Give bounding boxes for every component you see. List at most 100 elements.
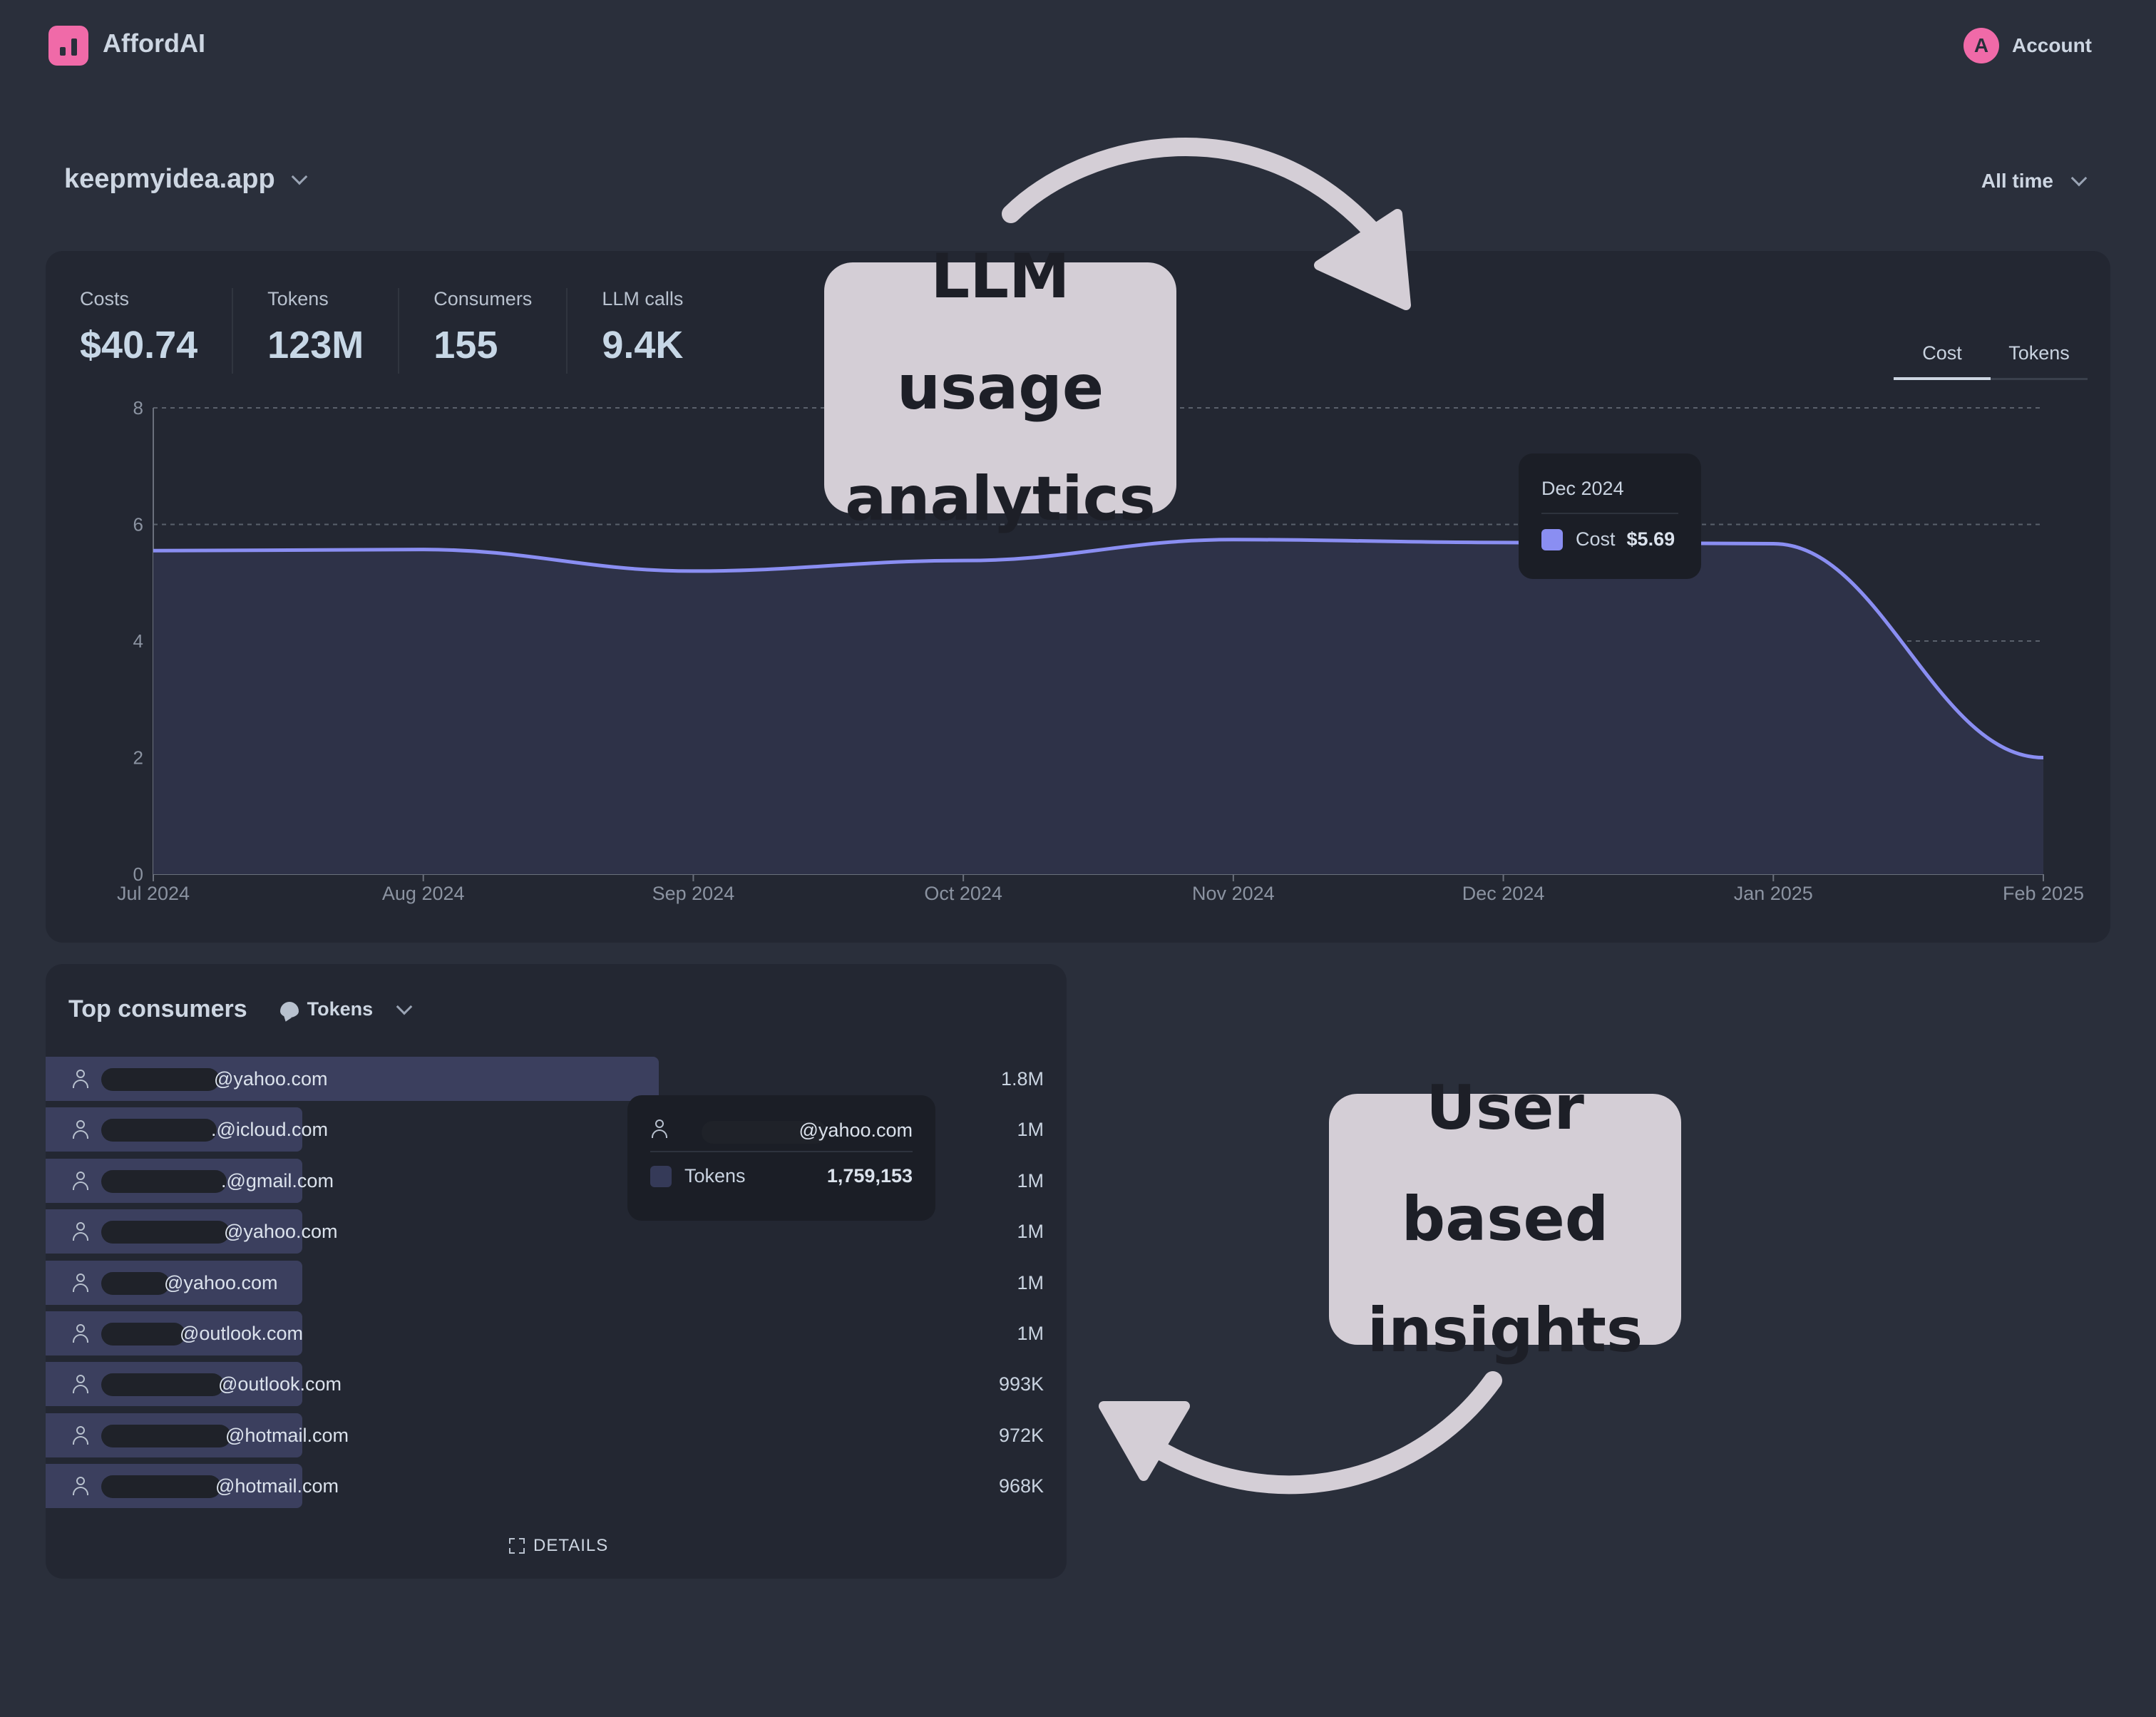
user-icon <box>71 1477 90 1497</box>
tooltip-series: Tokens <box>684 1165 746 1186</box>
redacted-name <box>101 1424 231 1447</box>
y-tick-label: 2 <box>133 747 143 769</box>
table-row[interactable]: @yahoo.com 1M <box>46 1209 1067 1254</box>
redacted-name <box>101 1068 220 1091</box>
stat-tokens: Tokens 123M <box>267 288 400 374</box>
redacted-name <box>101 1271 170 1295</box>
table-row[interactable]: @outlook.com 1M <box>46 1311 1067 1355</box>
details-button[interactable]: DETAILS <box>509 1536 608 1556</box>
table-row[interactable]: .@gmail.com 1M <box>46 1158 1067 1203</box>
top-bar: AffordAI A Account <box>0 0 2156 93</box>
consumer-value: 972K <box>998 1424 1044 1446</box>
user-icon <box>71 1425 90 1446</box>
metric-selector[interactable]: Tokens <box>279 998 413 1020</box>
tooltip-swatch <box>650 1165 672 1187</box>
x-tick-label: Sep 2024 <box>652 883 735 904</box>
callout-analytics: LLM usage analytics <box>824 241 1176 535</box>
stat-llm-calls: LLM calls 9.4K <box>602 288 717 374</box>
stat-costs: Costs $40.74 <box>80 288 234 374</box>
series-area <box>153 539 2043 874</box>
series-line <box>153 538 2044 759</box>
consumer-tooltip: @yahoo.com Tokens 1,759,153 <box>627 1095 935 1221</box>
stat-label: LLM calls <box>602 288 684 309</box>
tooltip-value: $5.69 <box>1626 528 1675 550</box>
stat-label: Costs <box>80 288 130 309</box>
consumer-value: 968K <box>998 1475 1044 1497</box>
consumer-email: @yahoo.com <box>214 1068 328 1090</box>
tooltip-email: @yahoo.com <box>799 1119 913 1141</box>
table-row[interactable]: @hotmail.com 968K <box>46 1464 1067 1509</box>
arrow-head-bottom <box>1099 1401 1190 1481</box>
consumer-value: 1M <box>1017 1271 1044 1293</box>
user-icon <box>71 1120 90 1140</box>
arrow-curve-bottom <box>1146 1371 1502 1495</box>
top-consumers-card: Top consumers Tokens @yahoo.com 1.8M .@icl… <box>46 964 1067 1579</box>
x-tick-label: Jul 2024 <box>117 883 190 904</box>
consumer-value: 1M <box>1017 1119 1044 1141</box>
consumer-value: 1M <box>1017 1322 1044 1344</box>
details-label[interactable]: DETAILS <box>533 1536 609 1555</box>
x-tick-label: Aug 2024 <box>382 883 465 904</box>
consumer-value: 1M <box>1017 1221 1044 1243</box>
redacted-name <box>101 1322 185 1346</box>
table-row[interactable]: @yahoo.com 1M <box>46 1260 1067 1305</box>
tab-tokens[interactable]: Tokens <box>2008 342 2070 364</box>
stat-consumers: Consumers 155 <box>433 288 568 374</box>
table-row[interactable]: .@icloud.com 1M <box>46 1107 1067 1152</box>
callout-insights: User based insights <box>1329 1072 1681 1366</box>
callout-line: User based <box>1401 1072 1609 1255</box>
consumer-bar <box>46 1260 302 1305</box>
avatar[interactable]: A <box>1963 28 1999 63</box>
callout-line: insights <box>1367 1295 1643 1366</box>
user-icon <box>71 1273 90 1293</box>
redacted-name <box>101 1475 221 1499</box>
stat-value: 9.4K <box>602 324 684 367</box>
tab-cost[interactable]: Cost <box>1894 342 1991 380</box>
time-range-label[interactable]: All time <box>1981 170 2053 192</box>
consumer-email: @outlook.com <box>180 1322 303 1344</box>
user-icon <box>71 1171 90 1191</box>
redacted-name <box>101 1119 217 1142</box>
account-menu[interactable]: A Account <box>1963 27 2092 64</box>
callout-line: LLM usage <box>896 241 1104 424</box>
chart-tabs: Cost Tokens <box>1894 342 2088 380</box>
user-icon <box>71 1323 90 1344</box>
redacted-name <box>101 1169 227 1193</box>
consumer-email: @yahoo.com <box>164 1271 278 1293</box>
project-name[interactable]: keepmyidea.app <box>64 164 275 194</box>
table-row[interactable]: @hotmail.com 972K <box>46 1413 1067 1457</box>
stat-label: Consumers <box>433 288 533 309</box>
table-row[interactable]: @outlook.com 993K <box>46 1362 1067 1407</box>
cost-chart[interactable]: 0 2 4 6 8 Jul 2024 Aug 2024 Sep 2024 Oct 2024 Nov… <box>0 0 2156 948</box>
x-tick-label: Feb 2025 <box>2003 883 2084 904</box>
chart-tooltip: Dec 2024 Cost $5.69 <box>1519 453 1701 579</box>
consumer-email: @outlook.com <box>218 1373 342 1395</box>
x-tick-label: Jan 2025 <box>1734 883 1813 904</box>
metric-label[interactable]: Tokens <box>307 998 374 1020</box>
table-row[interactable]: @yahoo.com 1.8M <box>46 1057 1067 1101</box>
app-name[interactable]: AffordAI <box>103 29 205 58</box>
redacted-name <box>101 1373 224 1397</box>
stat-value: 123M <box>267 324 364 367</box>
tooltip-title: Dec 2024 <box>1541 478 1678 514</box>
chevron-down-icon[interactable] <box>396 998 413 1015</box>
app-logo-icon[interactable] <box>48 26 88 66</box>
consumer-email: @yahoo.com <box>224 1221 338 1243</box>
y-tick-label: 8 <box>133 397 143 419</box>
time-range-selector[interactable]: All time <box>1981 170 2088 193</box>
account-label[interactable]: Account <box>2012 34 2092 56</box>
consumer-email: @hotmail.com <box>225 1424 349 1446</box>
y-tick-label: 4 <box>133 630 143 652</box>
consumer-value: 993K <box>998 1373 1044 1395</box>
top-consumers-title: Top consumers <box>68 995 247 1022</box>
tooltip-series: Cost <box>1576 528 1616 550</box>
callout-line: analytics <box>845 463 1156 535</box>
redacted-name <box>702 1121 827 1144</box>
project-selector[interactable]: keepmyidea.app <box>64 164 308 195</box>
chat-bubble-icon <box>279 1001 299 1018</box>
user-icon <box>71 1070 90 1090</box>
x-tick-label: Nov 2024 <box>1192 883 1275 904</box>
tooltip-swatch <box>1541 528 1563 550</box>
user-icon <box>650 1119 669 1139</box>
stats-row: Costs $40.74 Tokens 123M Consumers 155 L… <box>80 288 751 374</box>
